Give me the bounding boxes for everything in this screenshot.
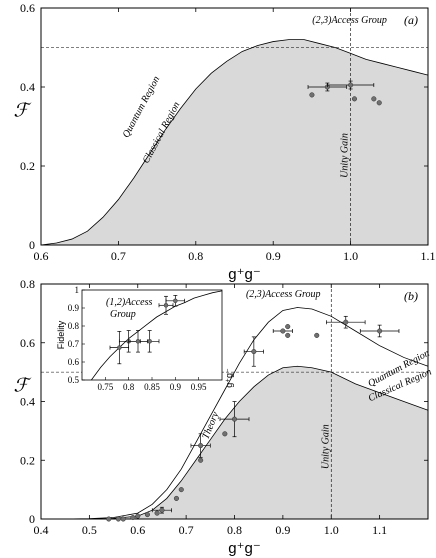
data-point	[376, 100, 382, 106]
data-point	[280, 328, 286, 334]
data-point	[222, 431, 228, 437]
inset-frame	[81, 289, 223, 381]
classical-region-fill	[41, 39, 428, 245]
x-tick-label: 0.8	[227, 523, 242, 537]
inset-chart: 0.75 0.8 0.85 0.9 0.95 0.5 0.6 0.7 0.8 0.9 1 Fideli…	[56, 285, 234, 392]
x-tick-label: 1.1	[372, 523, 387, 537]
x-tick-label: 0.6	[34, 249, 49, 263]
y-tick-label: 0	[29, 238, 35, 252]
data-point	[285, 324, 291, 330]
inset-y-tick-label: 0.8	[68, 321, 80, 331]
y-tick-label: 0.2	[20, 453, 35, 467]
inset-access-group-label: (1,2)Access	[106, 297, 152, 308]
y-axis-title: ℱ	[14, 376, 32, 397]
x-tick-label: 0.7	[179, 523, 194, 537]
inset-theory-curve	[91, 290, 223, 381]
data-point	[178, 487, 184, 493]
x-tick-label: 0.5	[82, 523, 97, 537]
y-tick-label: 0.4	[20, 80, 35, 94]
access-group-label: (2,3)Access Group	[312, 15, 387, 26]
x-tick-label: 0.9	[266, 249, 281, 263]
data-point	[154, 510, 160, 516]
x-axis-title: g⁺g⁻	[228, 266, 261, 283]
data-point	[351, 96, 358, 102]
panel-a: 0.6 0.7 0.8 0.9 1.0 1.1 0 0.2 0.4 0.6 g⁺g⁻ ℱ (a) (2,3…	[14, 1, 436, 283]
y-tick-label: 0	[29, 512, 35, 526]
access-group-label: (2,3)Access Group	[246, 289, 321, 300]
x-axis-title: g⁺g⁻	[228, 540, 261, 557]
data-point	[377, 328, 383, 334]
data-point	[173, 495, 179, 501]
data-point	[251, 349, 257, 355]
data-point	[231, 416, 238, 422]
data-point	[371, 96, 377, 102]
data-point	[343, 319, 349, 325]
inset-x-tick-label: 0.95	[191, 382, 207, 392]
x-tick-label: 0.6	[130, 523, 145, 537]
data-point	[147, 339, 152, 344]
x-tick-label: 0.9	[275, 523, 290, 537]
data-point	[135, 513, 141, 519]
plot-frame	[40, 7, 429, 246]
panel-label: (a)	[404, 13, 418, 27]
data-point	[163, 303, 169, 308]
data-point	[130, 514, 136, 521]
classical-boundary-curve	[41, 365, 429, 520]
inset-y-tick-label: 0.9	[68, 303, 80, 313]
inset-y-tick-label: 0.7	[68, 339, 80, 349]
data-point	[135, 339, 141, 344]
inset-x-tick-label: 0.9	[170, 382, 182, 392]
data-point	[314, 332, 320, 338]
x-tick-label: 1.0	[324, 523, 339, 537]
inset-access-group-label-line2: Group	[110, 309, 136, 320]
inset-y-tick-label: 0.6	[68, 357, 80, 367]
inset-x-axis-title: g⁺g⁻	[224, 368, 234, 388]
inset-x-tick-label: 0.8	[123, 382, 135, 392]
inset-y-tick-label: 1	[75, 285, 80, 295]
data-point	[159, 507, 165, 513]
classical-boundary-curve	[40, 39, 429, 246]
x-tick-label: 1.0	[343, 249, 358, 263]
inset-x-tick-label: 0.75	[97, 382, 113, 392]
data-point	[106, 516, 112, 522]
panel-label: (b)	[404, 289, 418, 303]
data-point	[144, 512, 150, 518]
unity-gain-label: Unity Gain	[320, 424, 331, 469]
y-tick-label: 0.8	[20, 277, 35, 291]
data-point	[309, 92, 315, 98]
data-point	[348, 82, 354, 88]
data-point	[198, 443, 204, 449]
y-tick-label: 0.4	[20, 395, 35, 409]
data-point	[120, 516, 126, 522]
data-point	[117, 345, 122, 350]
y-tick-label: 0.2	[20, 159, 35, 173]
panel-b: 0.4 0.5 0.6 0.7 0.8 0.9 1.0 1.1 0 0.2 0.4 0.6 0.8 g⁺g…	[14, 277, 434, 557]
inset-y-tick-label: 0.5	[68, 375, 80, 385]
x-tick-label: 0.7	[111, 249, 126, 263]
data-point	[198, 457, 204, 463]
inset-y-axis-title: Fidelity	[56, 320, 66, 349]
data-point	[285, 332, 291, 338]
x-tick-label: 1.1	[421, 249, 436, 263]
unity-gain-label: Unity Gain	[340, 133, 351, 178]
x-tick-label: 0.4	[34, 523, 49, 537]
data-point	[173, 298, 178, 304]
theory-curve	[41, 307, 429, 520]
data-point	[115, 516, 121, 522]
y-tick-label: 0.6	[20, 336, 35, 350]
x-tick-label: 0.8	[188, 249, 203, 263]
y-tick-label: 0.6	[20, 1, 35, 15]
y-axis-title: ℱ	[14, 101, 32, 122]
inset-x-tick-label: 0.85	[144, 382, 160, 392]
